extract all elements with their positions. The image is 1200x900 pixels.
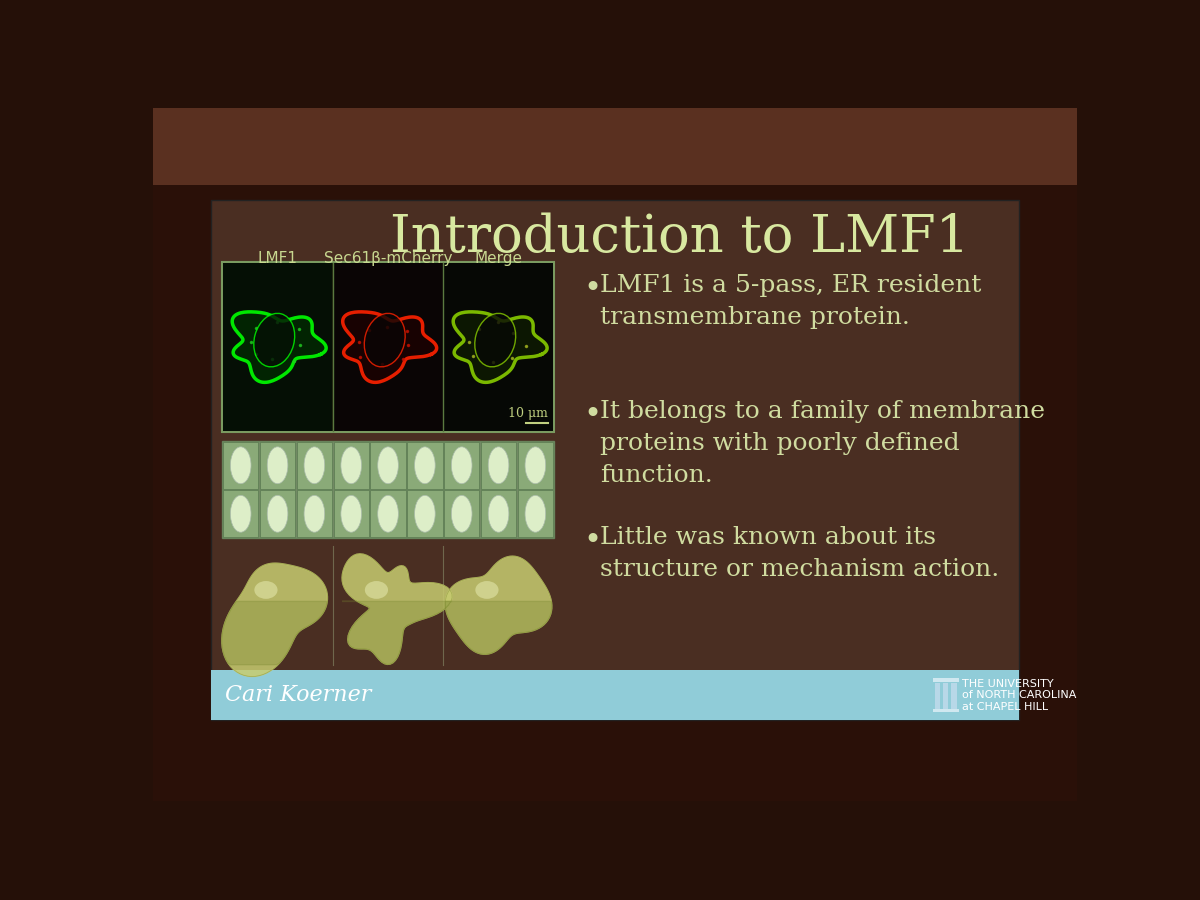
Text: 10 μm: 10 μm [508, 407, 547, 420]
Bar [952, 683, 956, 708]
Ellipse shape [475, 313, 516, 367]
Ellipse shape [475, 581, 498, 598]
Text: Merge: Merge [474, 251, 522, 266]
Bar [517, 442, 553, 489]
Ellipse shape [268, 446, 288, 483]
Bar [517, 491, 553, 537]
Ellipse shape [254, 581, 277, 598]
Ellipse shape [304, 446, 325, 483]
Bar [222, 441, 553, 538]
Bar [223, 491, 258, 537]
Text: Little was known about its
structure or mechanism action.: Little was known about its structure or … [600, 526, 1000, 581]
Bar [407, 491, 443, 537]
Bar [154, 185, 1078, 801]
Ellipse shape [365, 313, 406, 367]
Bar [444, 263, 553, 431]
Bar [371, 442, 406, 489]
Ellipse shape [451, 446, 472, 483]
Bar [223, 263, 332, 431]
Ellipse shape [253, 313, 295, 367]
Ellipse shape [488, 446, 509, 483]
Bar [934, 708, 959, 713]
Bar [260, 491, 295, 537]
Ellipse shape [526, 446, 546, 483]
Polygon shape [445, 556, 552, 654]
Bar [334, 442, 368, 489]
Polygon shape [211, 201, 1019, 720]
Bar [934, 678, 959, 681]
Ellipse shape [451, 495, 472, 532]
Bar [334, 263, 443, 431]
Bar [260, 442, 295, 489]
Polygon shape [454, 312, 547, 382]
Bar [444, 442, 479, 489]
Ellipse shape [304, 495, 325, 532]
Ellipse shape [365, 581, 388, 598]
Bar [444, 491, 479, 537]
Bar [481, 442, 516, 489]
Text: LMF1 is a 5-pass, ER resident
transmembrane protein.: LMF1 is a 5-pass, ER resident transmembr… [600, 274, 982, 328]
Text: LMF1: LMF1 [258, 251, 298, 266]
Ellipse shape [526, 495, 546, 532]
Bar [222, 262, 553, 432]
Bar [334, 491, 368, 537]
Bar [935, 683, 940, 708]
Ellipse shape [378, 446, 398, 483]
Ellipse shape [341, 495, 361, 532]
Ellipse shape [230, 446, 251, 483]
Bar [154, 108, 1078, 185]
Bar [296, 442, 332, 489]
Ellipse shape [268, 495, 288, 532]
Bar [407, 442, 443, 489]
Polygon shape [445, 601, 552, 654]
Text: •: • [583, 274, 601, 304]
Text: Introduction to LMF1: Introduction to LMF1 [390, 212, 970, 263]
Polygon shape [222, 563, 328, 677]
Text: It belongs to a family of membrane
proteins with poorly defined
function.: It belongs to a family of membrane prote… [600, 400, 1045, 487]
Text: •: • [583, 400, 601, 431]
Polygon shape [342, 601, 452, 664]
Text: Cari Koerner: Cari Koerner [224, 684, 371, 706]
Ellipse shape [488, 495, 509, 532]
Text: Sec61β-mCherry: Sec61β-mCherry [324, 251, 452, 266]
Bar [211, 670, 1019, 720]
Bar [943, 683, 948, 708]
Bar [223, 442, 258, 489]
Polygon shape [233, 312, 326, 382]
Polygon shape [342, 554, 452, 664]
Text: THE UNIVERSITY
of NORTH CAROLINA
at CHAPEL HILL: THE UNIVERSITY of NORTH CAROLINA at CHAP… [961, 679, 1076, 712]
Bar [481, 491, 516, 537]
Polygon shape [343, 312, 437, 382]
Ellipse shape [230, 495, 251, 532]
Ellipse shape [414, 495, 436, 532]
Bar [296, 491, 332, 537]
Ellipse shape [378, 495, 398, 532]
Bar [371, 491, 406, 537]
Ellipse shape [341, 446, 361, 483]
Text: •: • [583, 526, 601, 557]
Ellipse shape [414, 446, 436, 483]
Polygon shape [222, 601, 328, 665]
